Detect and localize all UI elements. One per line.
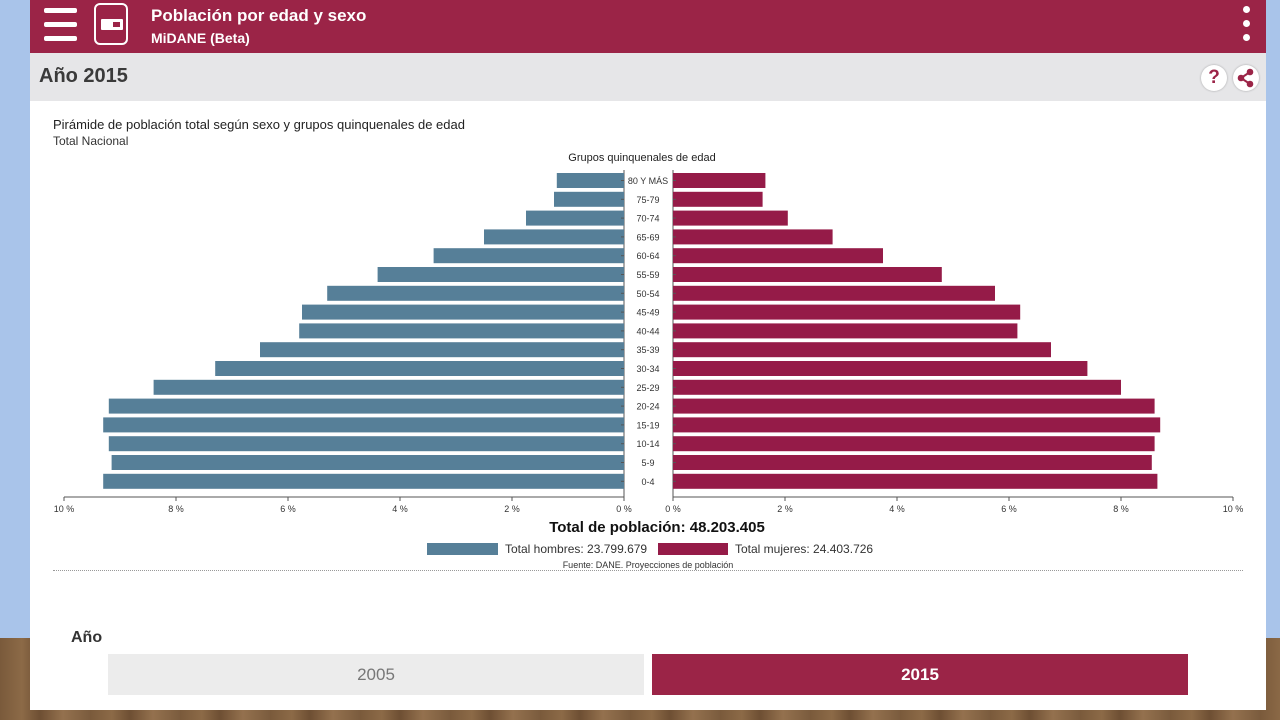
bar-mujeres xyxy=(673,248,883,264)
app-subtitle: MiDANE (Beta) xyxy=(151,30,250,46)
x-tick-label-left: 6 % xyxy=(280,504,296,514)
bar-hombres xyxy=(260,342,624,358)
x-tick-label-right: 4 % xyxy=(889,504,905,514)
x-tick-label-left: 10 % xyxy=(54,504,75,514)
bar-mujeres xyxy=(673,342,1051,358)
age-group-label: 45-49 xyxy=(636,308,659,318)
age-group-label: 60-64 xyxy=(636,251,659,261)
source-note: Fuente: DANE. Proyecciones de población xyxy=(563,560,734,570)
bar-mujeres xyxy=(673,267,942,282)
top-app-bar: Población por edad y sexo MiDANE (Beta) xyxy=(30,0,1266,53)
menu-icon[interactable] xyxy=(44,8,77,44)
bar-hombres xyxy=(103,417,624,433)
age-group-label: 15-19 xyxy=(636,420,659,430)
bar-hombres xyxy=(108,398,625,414)
category-axis-title: Grupos quinquenales de edad xyxy=(568,152,715,164)
app-logo-icon xyxy=(94,3,128,45)
age-group-label: 30-34 xyxy=(636,364,659,374)
age-group-label: 70-74 xyxy=(636,214,659,224)
year-option-2005[interactable]: 2005 xyxy=(108,654,644,695)
divider xyxy=(53,570,1243,571)
bar-hombres xyxy=(484,229,624,245)
bar-hombres xyxy=(153,379,624,395)
age-group-label: 35-39 xyxy=(636,345,659,355)
legend-label-hombres: Total hombres: 23.799.679 xyxy=(505,542,647,556)
bar-hombres xyxy=(103,473,624,489)
age-group-label: 75-79 xyxy=(636,195,659,205)
bar-mujeres xyxy=(673,210,788,226)
bar-mujeres xyxy=(673,229,833,245)
bar-hombres xyxy=(433,248,624,264)
bar-hombres xyxy=(327,285,624,301)
bar-hombres xyxy=(108,436,625,452)
bar-mujeres xyxy=(673,436,1155,452)
legend-swatch-mujeres xyxy=(658,543,728,555)
bar-mujeres xyxy=(673,304,1021,320)
bar-mujeres xyxy=(673,417,1161,433)
x-tick-label-right: 10 % xyxy=(1223,504,1244,514)
help-icon[interactable]: ? xyxy=(1201,65,1227,91)
chart-subtitle: Total Nacional xyxy=(53,134,129,148)
bar-hombres xyxy=(111,455,625,470)
bar-mujeres xyxy=(673,361,1088,376)
bar-mujeres xyxy=(673,173,766,188)
year-selector-label: Año xyxy=(71,629,103,646)
age-group-label: 65-69 xyxy=(636,232,659,242)
year-option-2015[interactable]: 2015 xyxy=(652,654,1188,695)
legend-label-mujeres: Total mujeres: 24.403.726 xyxy=(735,542,873,556)
bar-hombres xyxy=(556,173,624,188)
more-vert-icon[interactable] xyxy=(1240,6,1252,44)
bar-hombres xyxy=(377,267,624,282)
age-group-label: 55-59 xyxy=(636,270,659,280)
bar-hombres xyxy=(554,191,624,207)
x-tick-label-right: 6 % xyxy=(1001,504,1017,514)
legend-swatch-hombres xyxy=(427,543,498,555)
year-heading: Año 2015 xyxy=(39,65,128,87)
age-group-label: 25-29 xyxy=(636,383,659,393)
bar-hombres xyxy=(299,323,624,339)
x-tick-label-right: 0 % xyxy=(665,504,681,514)
age-group-label: 0-4 xyxy=(641,477,654,487)
bar-mujeres xyxy=(673,398,1155,414)
app-title: Población por edad y sexo xyxy=(151,6,367,25)
bar-hombres xyxy=(215,361,624,376)
population-pyramid-chart: Grupos quinquenales de edad 80 Y MÁS 75-79… xyxy=(30,148,1266,578)
pyramid-svg: Grupos quinquenales de edad 80 Y MÁS 75-79… xyxy=(54,152,1244,570)
x-tick-label-left: 4 % xyxy=(392,504,408,514)
age-group-label: 40-44 xyxy=(636,326,659,336)
year-header-bar: Año 2015 ? xyxy=(30,53,1266,101)
x-tick-label-left: 0 % xyxy=(616,504,632,514)
bar-mujeres xyxy=(673,379,1121,395)
bar-mujeres xyxy=(673,285,995,301)
age-group-label: 50-54 xyxy=(636,289,659,299)
x-tick-label-left: 8 % xyxy=(168,504,184,514)
bar-mujeres xyxy=(673,191,763,207)
age-group-label: 10-14 xyxy=(636,439,659,449)
x-tick-label-right: 2 % xyxy=(777,504,793,514)
bar-hombres xyxy=(302,304,624,320)
app-window: Población por edad y sexo MiDANE (Beta) … xyxy=(30,0,1266,710)
age-group-label: 80 Y MÁS xyxy=(628,176,668,186)
share-icon[interactable] xyxy=(1233,65,1259,91)
x-tick-label-left: 2 % xyxy=(504,504,520,514)
bar-hombres xyxy=(526,210,624,226)
age-group-label: 20-24 xyxy=(636,402,659,412)
bar-mujeres xyxy=(673,323,1018,339)
total-population-label: Total de población: 48.203.405 xyxy=(549,519,765,536)
age-group-label: 5-9 xyxy=(641,458,654,468)
x-tick-label-right: 8 % xyxy=(1113,504,1129,514)
chart-title: Pirámide de población total según sexo y… xyxy=(53,117,465,132)
bar-mujeres xyxy=(673,473,1158,489)
bar-mujeres xyxy=(673,455,1152,470)
